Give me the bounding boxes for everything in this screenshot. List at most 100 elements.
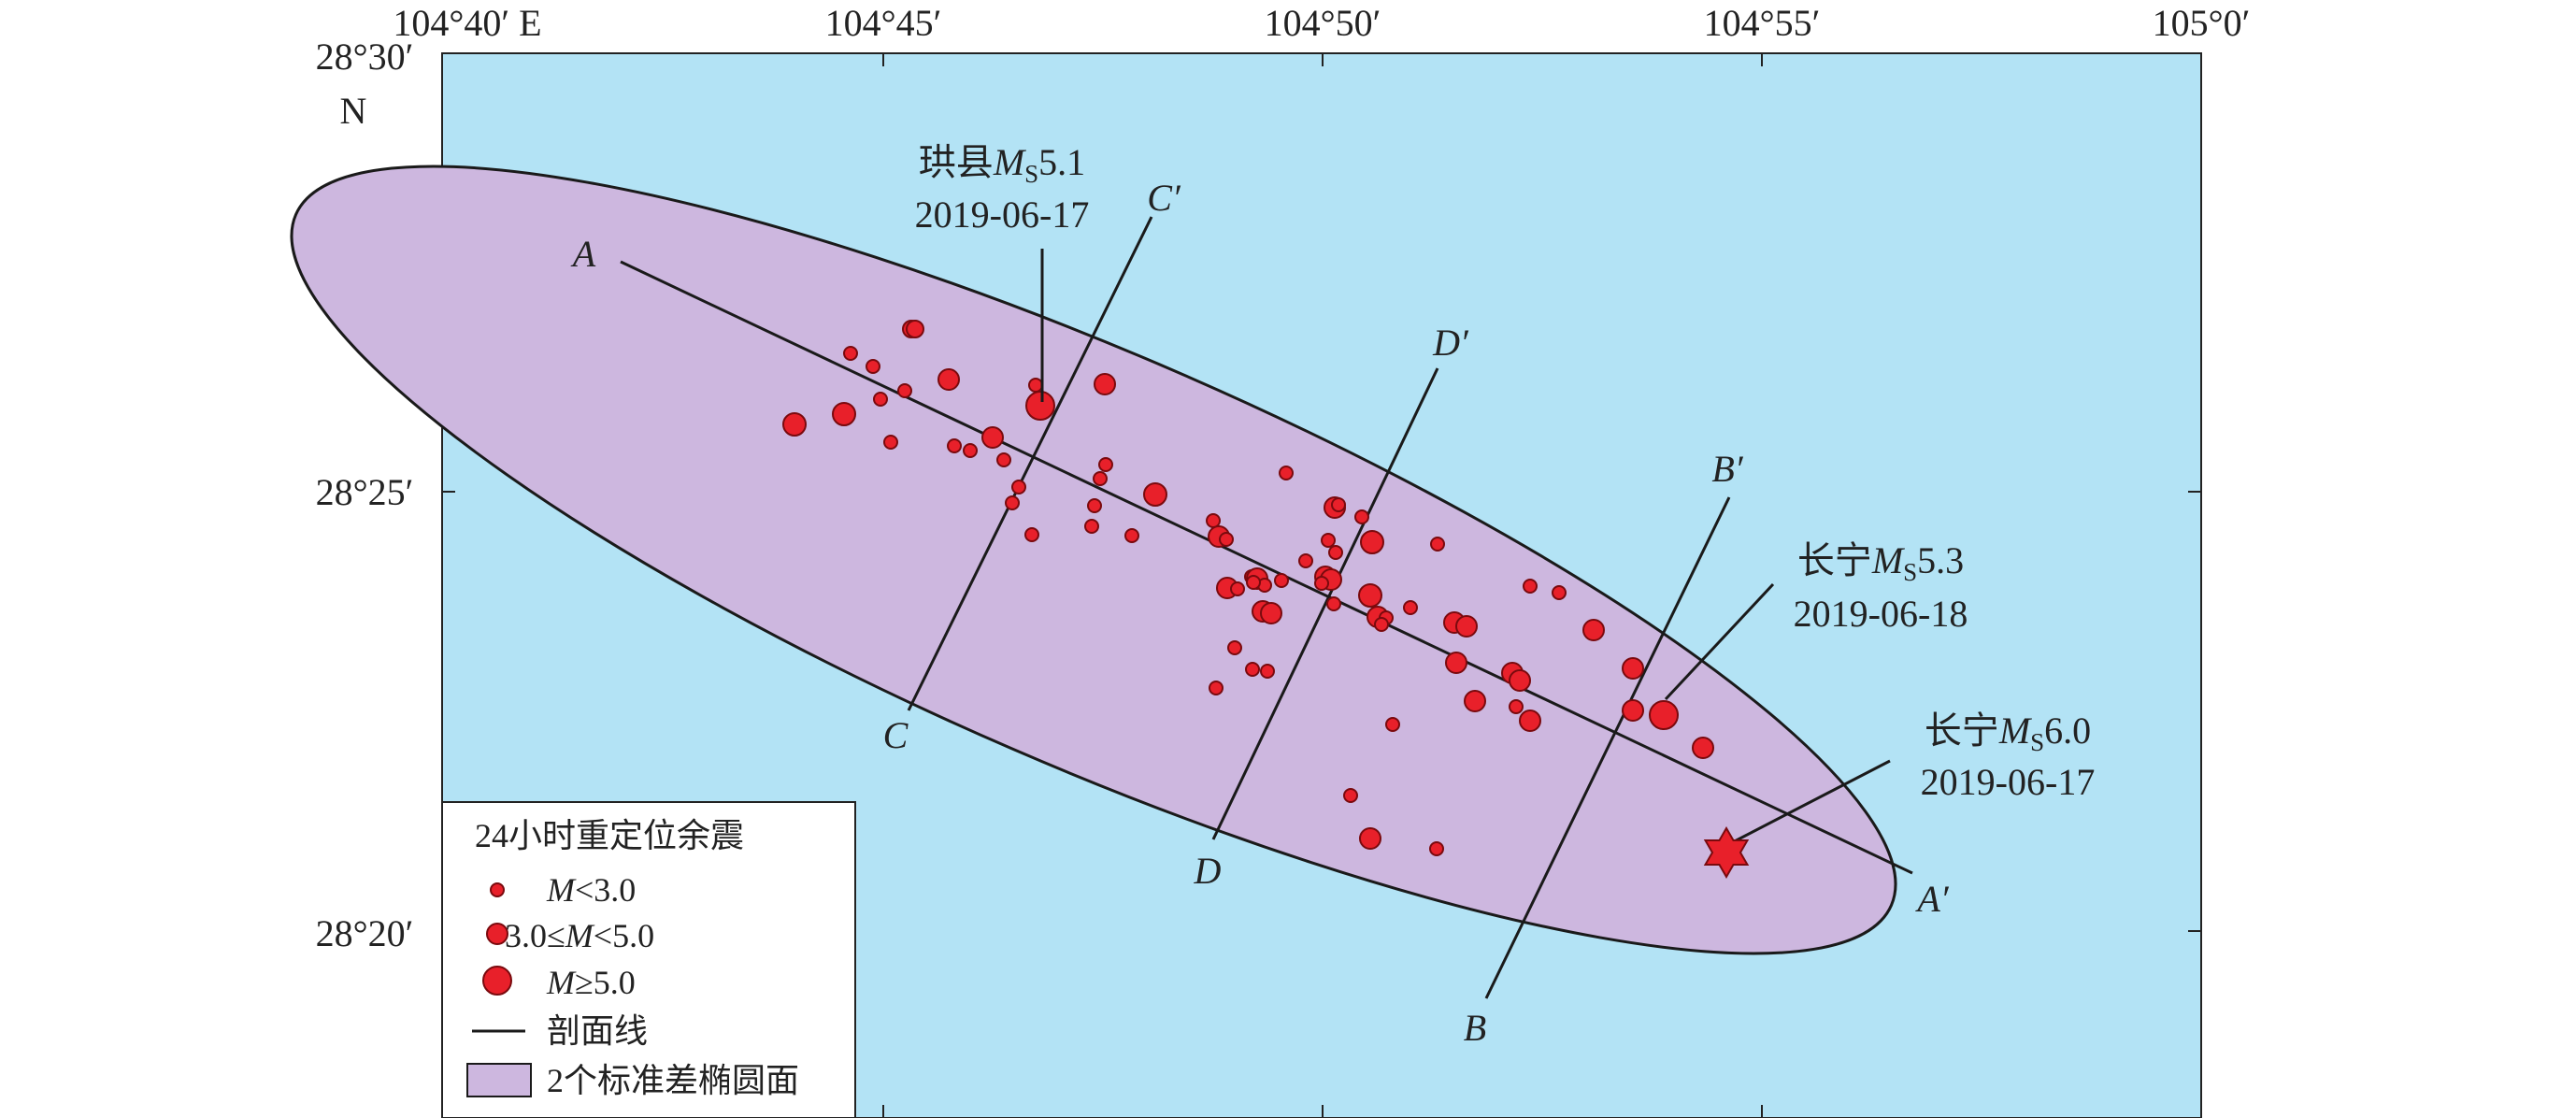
lon-label-104-40: 104°40′ E <box>393 2 541 44</box>
legend-small-quake <box>490 882 505 897</box>
aftershock-50 <box>1326 596 1341 611</box>
aftershock-27 <box>1279 466 1294 480</box>
north-label: N <box>340 90 367 132</box>
legend-ellipse-label: 2个标准差椭圆面 <box>547 1062 799 1099</box>
aftershock-70 <box>1209 681 1224 695</box>
star-icon <box>1703 825 1750 880</box>
aftershock-65 <box>1509 669 1531 692</box>
aftershock-79 <box>1429 841 1444 856</box>
changning-60-label: 长宁MS6.0 <box>1925 710 2091 756</box>
aftershock-14 <box>947 438 962 453</box>
profile-label-d-prime: D′ <box>1432 322 1469 364</box>
profile-line-c <box>907 216 1153 711</box>
leader-changning-60 <box>1724 759 1891 848</box>
aftershock-10 <box>1028 378 1043 393</box>
aftershock-3 <box>866 359 880 374</box>
aftershock-58 <box>1455 615 1478 638</box>
left-axis: 28°30′ N 28°25′ 28°20′ <box>316 36 2201 954</box>
legend-medium-quake <box>486 923 508 945</box>
profile-label-a-prime: A′ <box>1914 878 1949 920</box>
aftershock-25 <box>1084 519 1099 534</box>
profile-label-b: B <box>1464 1007 1486 1049</box>
aftershock-49 <box>1358 583 1382 608</box>
legend-ellipse-swatch <box>466 1063 532 1097</box>
aftershock-5 <box>906 320 924 338</box>
legend: 24小时重定位余震 M<3.0 3.0≤M<5.0 M≥5.0 剖面线 2个标准… <box>441 801 856 1118</box>
aftershock-71 <box>1509 699 1524 714</box>
aftershock-events <box>782 320 1714 856</box>
lon-label-104-45: 104°45′ <box>825 2 942 44</box>
aftershock-59 <box>1523 579 1538 594</box>
leader-changning-53 <box>1664 582 1775 701</box>
profile-labels: A A′ B B′ C C′ D D′ <box>570 177 1950 1049</box>
aftershock-26 <box>1124 528 1139 543</box>
profile-line-b <box>1484 496 1731 999</box>
aftershock-15 <box>963 443 978 458</box>
lon-label-104-50: 104°50′ <box>1265 2 1381 44</box>
aftershock-6 <box>832 402 856 426</box>
aftershock-78 <box>1359 827 1381 850</box>
aftershock-18 <box>1011 480 1026 494</box>
aftershock-11 <box>1025 391 1055 421</box>
aftershock-63 <box>1445 652 1467 674</box>
aftershock-12 <box>1094 373 1116 395</box>
aftershock-55 <box>1403 600 1418 615</box>
aftershock-66 <box>1582 619 1605 641</box>
legend-medium-label: 3.0≤M<5.0 <box>505 917 654 954</box>
changning-53-label: 长宁MS5.3 <box>1797 539 1964 586</box>
aftershock-69 <box>1260 664 1275 679</box>
legend-line-label: 剖面线 <box>547 1012 648 1050</box>
aftershock-60 <box>1552 585 1567 600</box>
changning-53-date: 2019-06-18 <box>1794 593 1968 635</box>
changning-60-date: 2019-06-17 <box>1921 761 2096 803</box>
aftershock-40 <box>1314 576 1329 591</box>
aftershock-7 <box>873 392 888 407</box>
aftershock-61 <box>1227 640 1242 655</box>
aftershock-20 <box>1024 527 1039 542</box>
aftershock-9 <box>937 368 960 391</box>
aftershock-76 <box>1692 737 1714 759</box>
aftershock-29 <box>1331 497 1346 512</box>
aftershock-35 <box>1321 533 1336 548</box>
aftershock-34 <box>1360 530 1384 554</box>
profile-label-d: D <box>1194 850 1222 892</box>
aftershock-22 <box>1093 471 1108 486</box>
gongxian-label: 珙县MS5.1 <box>919 141 1085 188</box>
lat-label-28-25: 28°25′ <box>316 471 414 513</box>
lon-label-105-0: 105°0′ <box>2153 2 2251 44</box>
legend-title: 24小时重定位余震 <box>475 817 744 854</box>
aftershock-36 <box>1328 545 1343 560</box>
aftershock-72 <box>1519 710 1541 732</box>
aftershock-1 <box>782 412 807 437</box>
aftershock-37 <box>1298 553 1313 568</box>
lat-label-28-20: 28°20′ <box>316 912 414 954</box>
aftershock-77 <box>1343 788 1358 803</box>
profile-line-d <box>1211 367 1439 840</box>
aftershock-33 <box>1354 509 1369 524</box>
aftershock-17 <box>996 452 1011 467</box>
legend-small-label: M<3.0 <box>546 871 636 909</box>
gongxian-date: 2019-06-17 <box>915 194 1090 236</box>
aftershock-30 <box>1206 513 1221 528</box>
aftershock-62 <box>1245 662 1260 677</box>
aftershock-23 <box>1087 498 1102 513</box>
aftershock-46 <box>1230 581 1245 596</box>
aftershock-52 <box>1260 602 1282 624</box>
profile-label-b-prime: B′ <box>1711 448 1743 490</box>
two-sigma-ellipse <box>290 165 1897 955</box>
aftershock-13 <box>883 435 898 450</box>
mainshock-leaders <box>1040 249 1891 848</box>
aftershock-67 <box>1622 657 1644 680</box>
aftershock-56 <box>1374 617 1389 632</box>
legend-large-quake <box>482 966 512 996</box>
aftershock-19 <box>1005 495 1020 510</box>
aftershock-75 <box>1649 700 1679 730</box>
profile-label-c: C <box>883 714 909 756</box>
profile-line-a <box>620 260 1913 875</box>
aftershock-47 <box>1274 573 1289 588</box>
aftershock-41 <box>1430 537 1445 552</box>
top-axis: 104°40′ E 104°45′ 104°50′ 104°55′ 105°0′ <box>393 2 2250 1118</box>
aftershock-74 <box>1622 699 1644 722</box>
aftershock-24 <box>1143 482 1167 507</box>
